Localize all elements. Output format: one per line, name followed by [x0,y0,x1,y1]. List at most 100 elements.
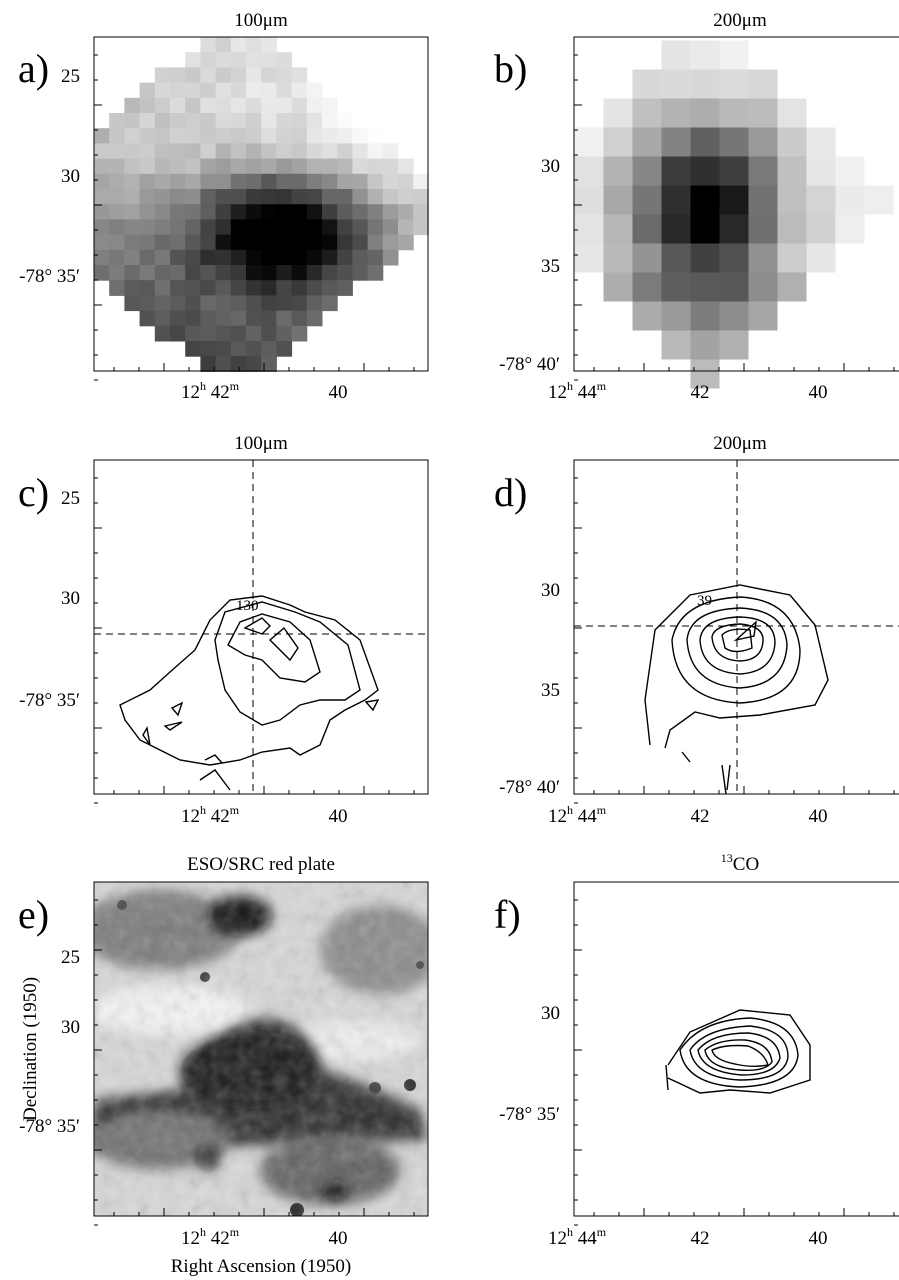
y-tick-label: 30 [61,166,80,187]
pixel [777,243,807,273]
pixel [306,189,323,205]
pixel [748,243,778,273]
pixel [230,325,247,342]
pixel [246,310,262,327]
pixel [306,82,323,99]
panel-b: b) 200μm 30 35 -78° 40′ 12h 44m 42 40 [494,10,828,403]
pixel [291,143,308,160]
pixel [94,173,110,190]
pixel [382,143,399,160]
pixel [154,128,171,144]
pixel [154,249,171,266]
pixel [139,204,156,220]
pixel [154,204,171,220]
x-tick-label: 42 [691,806,710,827]
contours-13co [665,1009,811,1094]
pixel [603,98,633,128]
pixel [806,185,836,215]
pixel [230,67,247,84]
pixel [777,98,807,128]
pixel [352,128,369,144]
pixel [170,158,186,175]
pixel [719,98,749,128]
pixel [276,295,293,312]
pixel [835,156,865,186]
pixel [246,113,262,129]
pixel [690,359,720,389]
panel-c: c) 100μm 25 30 -78° 35′ 12h 42m 40 130 [18,433,348,827]
pixel [109,143,125,160]
pixel [322,128,338,144]
pixel [154,143,171,160]
pixel [719,40,749,70]
red-plate-image [94,882,428,1216]
pixel [200,265,217,281]
pixel [661,272,691,302]
pixel [322,113,338,129]
pixel [661,185,691,215]
pixel [632,98,662,128]
pixel [777,185,807,215]
pixel [185,204,201,220]
pixel [230,173,247,190]
pixel [154,113,171,129]
pixel [306,280,323,296]
pixel [215,280,232,296]
pixel [777,127,807,157]
pixel [246,356,262,372]
pixel [261,310,277,327]
pixel [337,249,353,266]
pixel [139,158,156,175]
pixel [382,219,399,236]
pixel [632,301,662,331]
pixel [154,219,171,236]
x-tick-label: 12h 42m [181,1225,240,1249]
pixel [94,158,110,175]
pixel [322,249,338,266]
pixel [306,204,323,220]
pixel [200,37,217,53]
pixel [748,98,778,128]
image-100um [94,37,429,372]
pixel [170,310,186,327]
pixel [185,234,201,251]
pixel [306,249,323,266]
pixel [246,67,262,84]
panel-label: e) [18,892,49,937]
pixel [246,173,262,190]
x-tick-label: 42 [691,382,710,403]
pixel [139,295,156,312]
panel-title: 100μm [234,10,288,31]
pixel [215,204,232,220]
pixel [337,204,353,220]
pixel [291,113,308,129]
pixel [170,113,186,129]
pixel [603,156,633,186]
pixel [306,234,323,251]
pixel [291,265,308,281]
pixel [603,185,633,215]
frames [93,36,899,1217]
pixel [109,249,125,266]
pixel [661,69,691,99]
y-tick-label: -78° 35′ [19,266,80,287]
pixel [413,189,429,205]
y-tick-label: 30 [541,580,560,601]
pixel [337,158,353,175]
pixel [246,189,262,205]
pixel [200,234,217,251]
x-tick-label: 40 [809,382,828,403]
pixel [200,158,217,175]
pixel [276,265,293,281]
x-tick-label: 12h 44m [548,803,607,827]
pixel [94,234,110,251]
pixel [139,113,156,129]
pixel [276,341,293,357]
pixel [200,295,217,312]
pixel [185,158,201,175]
pixel [170,143,186,160]
pixel [185,310,201,327]
pixel [306,173,323,190]
pixel [367,249,384,266]
pixel [230,204,247,220]
